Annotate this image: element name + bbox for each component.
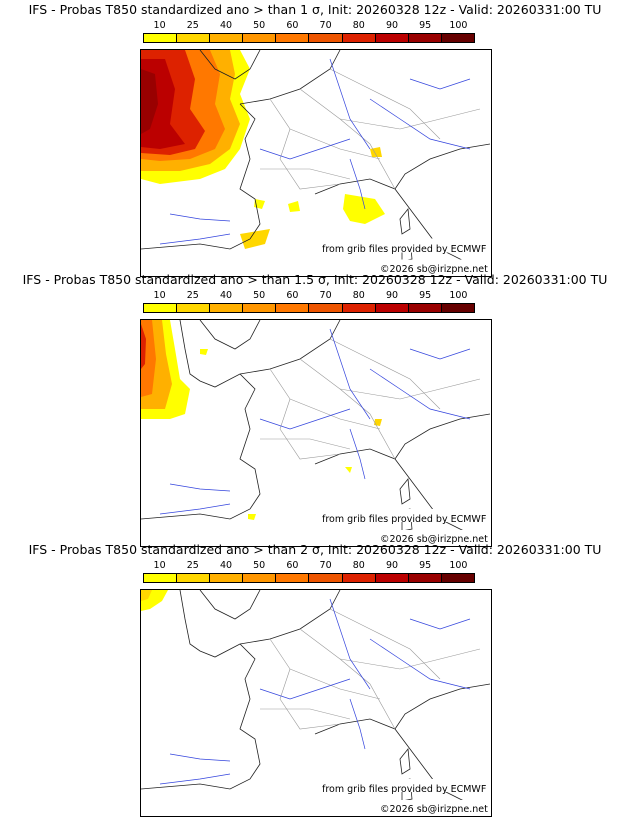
- colorbar-tick-label: 70: [319, 560, 332, 571]
- colorbar-segment: [309, 34, 343, 42]
- map-panel-1: IFS - Probas T850 standardized ano > tha…: [0, 0, 630, 277]
- colorbar-tick-label: 90: [385, 290, 399, 301]
- borders: [260, 68, 481, 190]
- colorbar-tick-label: 100: [449, 560, 468, 571]
- colorbar-segment: [210, 34, 244, 42]
- colorbar-segment: [144, 304, 178, 312]
- colorbar: [143, 33, 475, 43]
- colorbar-segment: [144, 34, 178, 42]
- colorbar-segment: [144, 574, 178, 582]
- colorbar-segment: [408, 34, 442, 42]
- colorbar: [143, 573, 475, 583]
- colorbar-segment: [342, 304, 376, 312]
- colorbar-segment: [177, 34, 211, 42]
- map-svg: [140, 49, 492, 277]
- colorbar-tick-label: 10: [153, 20, 166, 31]
- colorbar-segment: [408, 574, 442, 582]
- colorbar-tick-label: 25: [186, 20, 199, 31]
- colorbar-segment: [276, 574, 310, 582]
- colorbar-tick-label: 80: [352, 290, 365, 301]
- grib-credit-backdrop: [319, 238, 491, 274]
- colorbar-ticks: 10 25 40 50 60 70 80 90 95 100: [143, 290, 475, 302]
- colorbar-tick-label: 95: [419, 290, 432, 301]
- panel-title: IFS - Probas T850 standardized ano > tha…: [22, 272, 608, 287]
- colorbar-tick-label: 40: [219, 560, 233, 571]
- colorbar-tick-label: 100: [449, 20, 468, 31]
- colorbar-segment: [342, 574, 376, 582]
- colorbar-tick-label: 60: [286, 20, 299, 31]
- probability-shading: [141, 320, 382, 520]
- colorbar-tick-label: 70: [319, 290, 332, 301]
- probability-map: [140, 49, 492, 277]
- colorbar: [143, 303, 475, 313]
- colorbar-tick-label: 60: [286, 290, 299, 301]
- colorbar-segment: [441, 34, 474, 42]
- colorbar-segment: [243, 304, 277, 312]
- colorbar-segment: [177, 574, 211, 582]
- colorbar-tick-label: 95: [419, 560, 432, 571]
- colorbar-tick-label: 10: [153, 560, 166, 571]
- colorbar-tick-label: 80: [352, 560, 365, 571]
- colorbar-tick-label: 70: [319, 20, 332, 31]
- colorbar-tick-label: 90: [385, 560, 399, 571]
- grib-credit-backdrop: [320, 509, 490, 543]
- colorbar-segment: [243, 34, 277, 42]
- rivers: [159, 58, 471, 245]
- colorbar-tick-label: 60: [286, 560, 299, 571]
- colorbar-tick-label: 40: [219, 20, 233, 31]
- rivers: [159, 328, 471, 515]
- panel-title: IFS - Probas T850 standardized ano > tha…: [28, 542, 602, 557]
- colorbar-tick-label: 25: [186, 560, 199, 571]
- colorbar-segment: [408, 304, 442, 312]
- colorbar-tick-label: 25: [186, 290, 199, 301]
- map-svg: [140, 319, 492, 547]
- colorbar-ticks: 10 25 40 50 60 70 80 90 95 100: [143, 560, 475, 572]
- colorbar-segment: [210, 304, 244, 312]
- grib-credit-backdrop: [320, 779, 490, 813]
- colorbar-tick-label: 95: [419, 20, 432, 31]
- borders: [260, 338, 481, 460]
- colorbar-tick-label: 50: [253, 290, 266, 301]
- borders: [260, 608, 481, 730]
- map-svg: [140, 589, 492, 817]
- colorbar-tick-label: 90: [385, 20, 399, 31]
- colorbar-segment: [309, 574, 343, 582]
- colorbar-segment: [342, 34, 376, 42]
- colorbar-segment: [375, 304, 409, 312]
- colorbar-segment: [276, 304, 310, 312]
- map-panel-3: IFS - Probas T850 standardized ano > tha…: [0, 540, 630, 817]
- colorbar-segment: [441, 574, 474, 582]
- copyright-credit: ©2026 sb@irizpne.net: [380, 264, 488, 275]
- rivers: [159, 598, 471, 785]
- colorbar-segment: [375, 34, 409, 42]
- colorbar-ticks: 10 25 40 50 60 70 80 90 95 100: [143, 20, 475, 32]
- probability-map: [140, 589, 492, 817]
- colorbar-segment: [375, 574, 409, 582]
- colorbar-segment: [309, 304, 343, 312]
- colorbar-tick-label: 50: [253, 560, 266, 571]
- probability-shading: [141, 50, 385, 249]
- colorbar-segment: [210, 574, 244, 582]
- colorbar-segment: [441, 304, 474, 312]
- probability-map: [140, 319, 492, 547]
- colorbar-segment: [276, 34, 310, 42]
- colorbar-tick-label: 10: [153, 290, 166, 301]
- grib-credit: from grib files provided by ECMWF: [322, 514, 487, 525]
- colorbar-segment: [177, 304, 211, 312]
- panel-title: IFS - Probas T850 standardized ano > tha…: [28, 2, 602, 17]
- colorbar-tick-label: 100: [449, 290, 468, 301]
- copyright-credit: ©2026 sb@irizpne.net: [380, 804, 488, 815]
- grib-credit: from grib files provided by ECMWF: [322, 244, 487, 255]
- colorbar-tick-label: 50: [253, 20, 266, 31]
- colorbar-segment: [243, 574, 277, 582]
- colorbar-tick-label: 80: [352, 20, 365, 31]
- colorbar-tick-label: 40: [219, 290, 233, 301]
- grib-credit: from grib files provided by ECMWF: [322, 784, 487, 795]
- map-panel-2: IFS - Probas T850 standardized ano > tha…: [0, 270, 630, 547]
- probability-shading: [141, 590, 168, 611]
- copyright-credit: ©2026 sb@irizpne.net: [380, 534, 488, 545]
